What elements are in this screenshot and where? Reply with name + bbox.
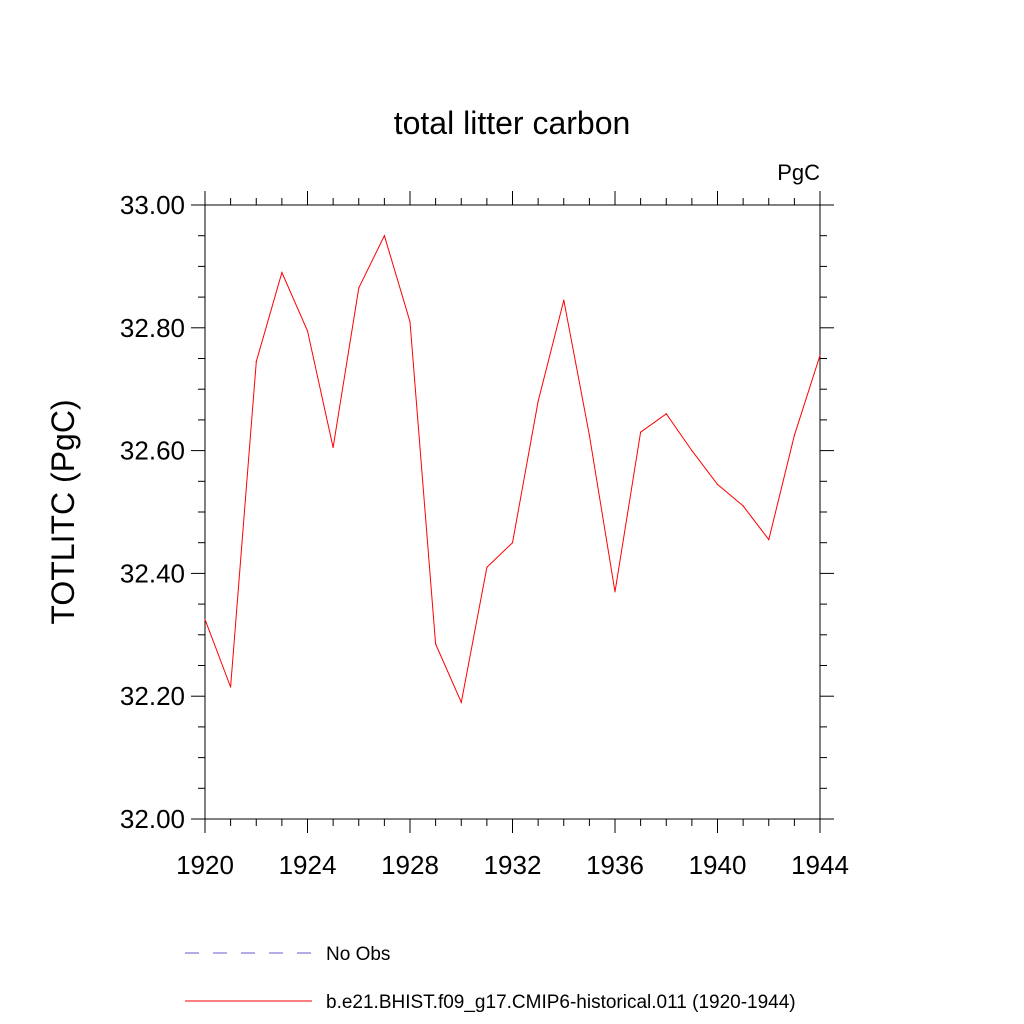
x-tick-label: 1944 <box>791 850 849 880</box>
units-label: PgC <box>777 160 820 185</box>
y-tick-label: 32.80 <box>120 313 185 343</box>
data-point <box>255 360 257 363</box>
data-point <box>332 446 334 449</box>
data-point <box>691 450 693 452</box>
x-tick-label: 1924 <box>279 850 337 880</box>
data-point <box>409 321 411 323</box>
series-line-1 <box>204 234 821 704</box>
x-tick-label: 1928 <box>381 850 439 880</box>
data-point <box>588 434 590 436</box>
data-point <box>383 235 385 237</box>
y-axis-label: TOTLITC (PgC) <box>45 399 81 624</box>
data-point <box>793 434 795 436</box>
data-point <box>511 542 514 544</box>
x-tick-label: 1932 <box>484 850 542 880</box>
data-point <box>742 505 744 507</box>
legend-label: b.e21.BHIST.f09_g17.CMIP6-historical.011… <box>326 992 796 1013</box>
series-layer <box>204 234 821 704</box>
y-tick-label: 32.60 <box>120 436 185 466</box>
x-tick-label: 1936 <box>586 850 644 880</box>
y-tick-label: 32.40 <box>120 558 185 588</box>
y-tick-label: 32.20 <box>120 681 185 711</box>
y-tick-label: 33.00 <box>120 190 185 220</box>
axis-ticks <box>191 191 834 833</box>
data-point <box>768 539 770 541</box>
data-point <box>358 287 360 289</box>
data-point <box>537 400 539 403</box>
data-point <box>819 354 821 357</box>
data-point <box>614 591 616 593</box>
chart-title: total litter carbon <box>394 105 631 141</box>
plot-frame <box>204 204 821 820</box>
data-point <box>563 299 565 301</box>
data-point <box>435 643 437 645</box>
data-point <box>281 271 283 274</box>
tick-labels: 1920 1924 1928 1932 1936 1940 1944 32.00 32.20 32… <box>120 190 849 880</box>
data-point <box>665 413 667 415</box>
data-point <box>460 701 462 703</box>
data-point <box>230 686 232 688</box>
x-tick-label: 1940 <box>689 850 747 880</box>
x-tick-label: 1920 <box>176 850 234 880</box>
y-tick-label: 32.00 <box>120 804 185 834</box>
legend: No Obs b.e21.BHIST.f09_g17.CMIP6-historic… <box>185 944 796 1013</box>
legend-label: No Obs <box>326 944 390 965</box>
data-point <box>486 566 488 568</box>
data-point <box>640 431 642 433</box>
data-point <box>306 330 309 332</box>
data-point <box>716 483 719 485</box>
data-point <box>204 618 206 621</box>
